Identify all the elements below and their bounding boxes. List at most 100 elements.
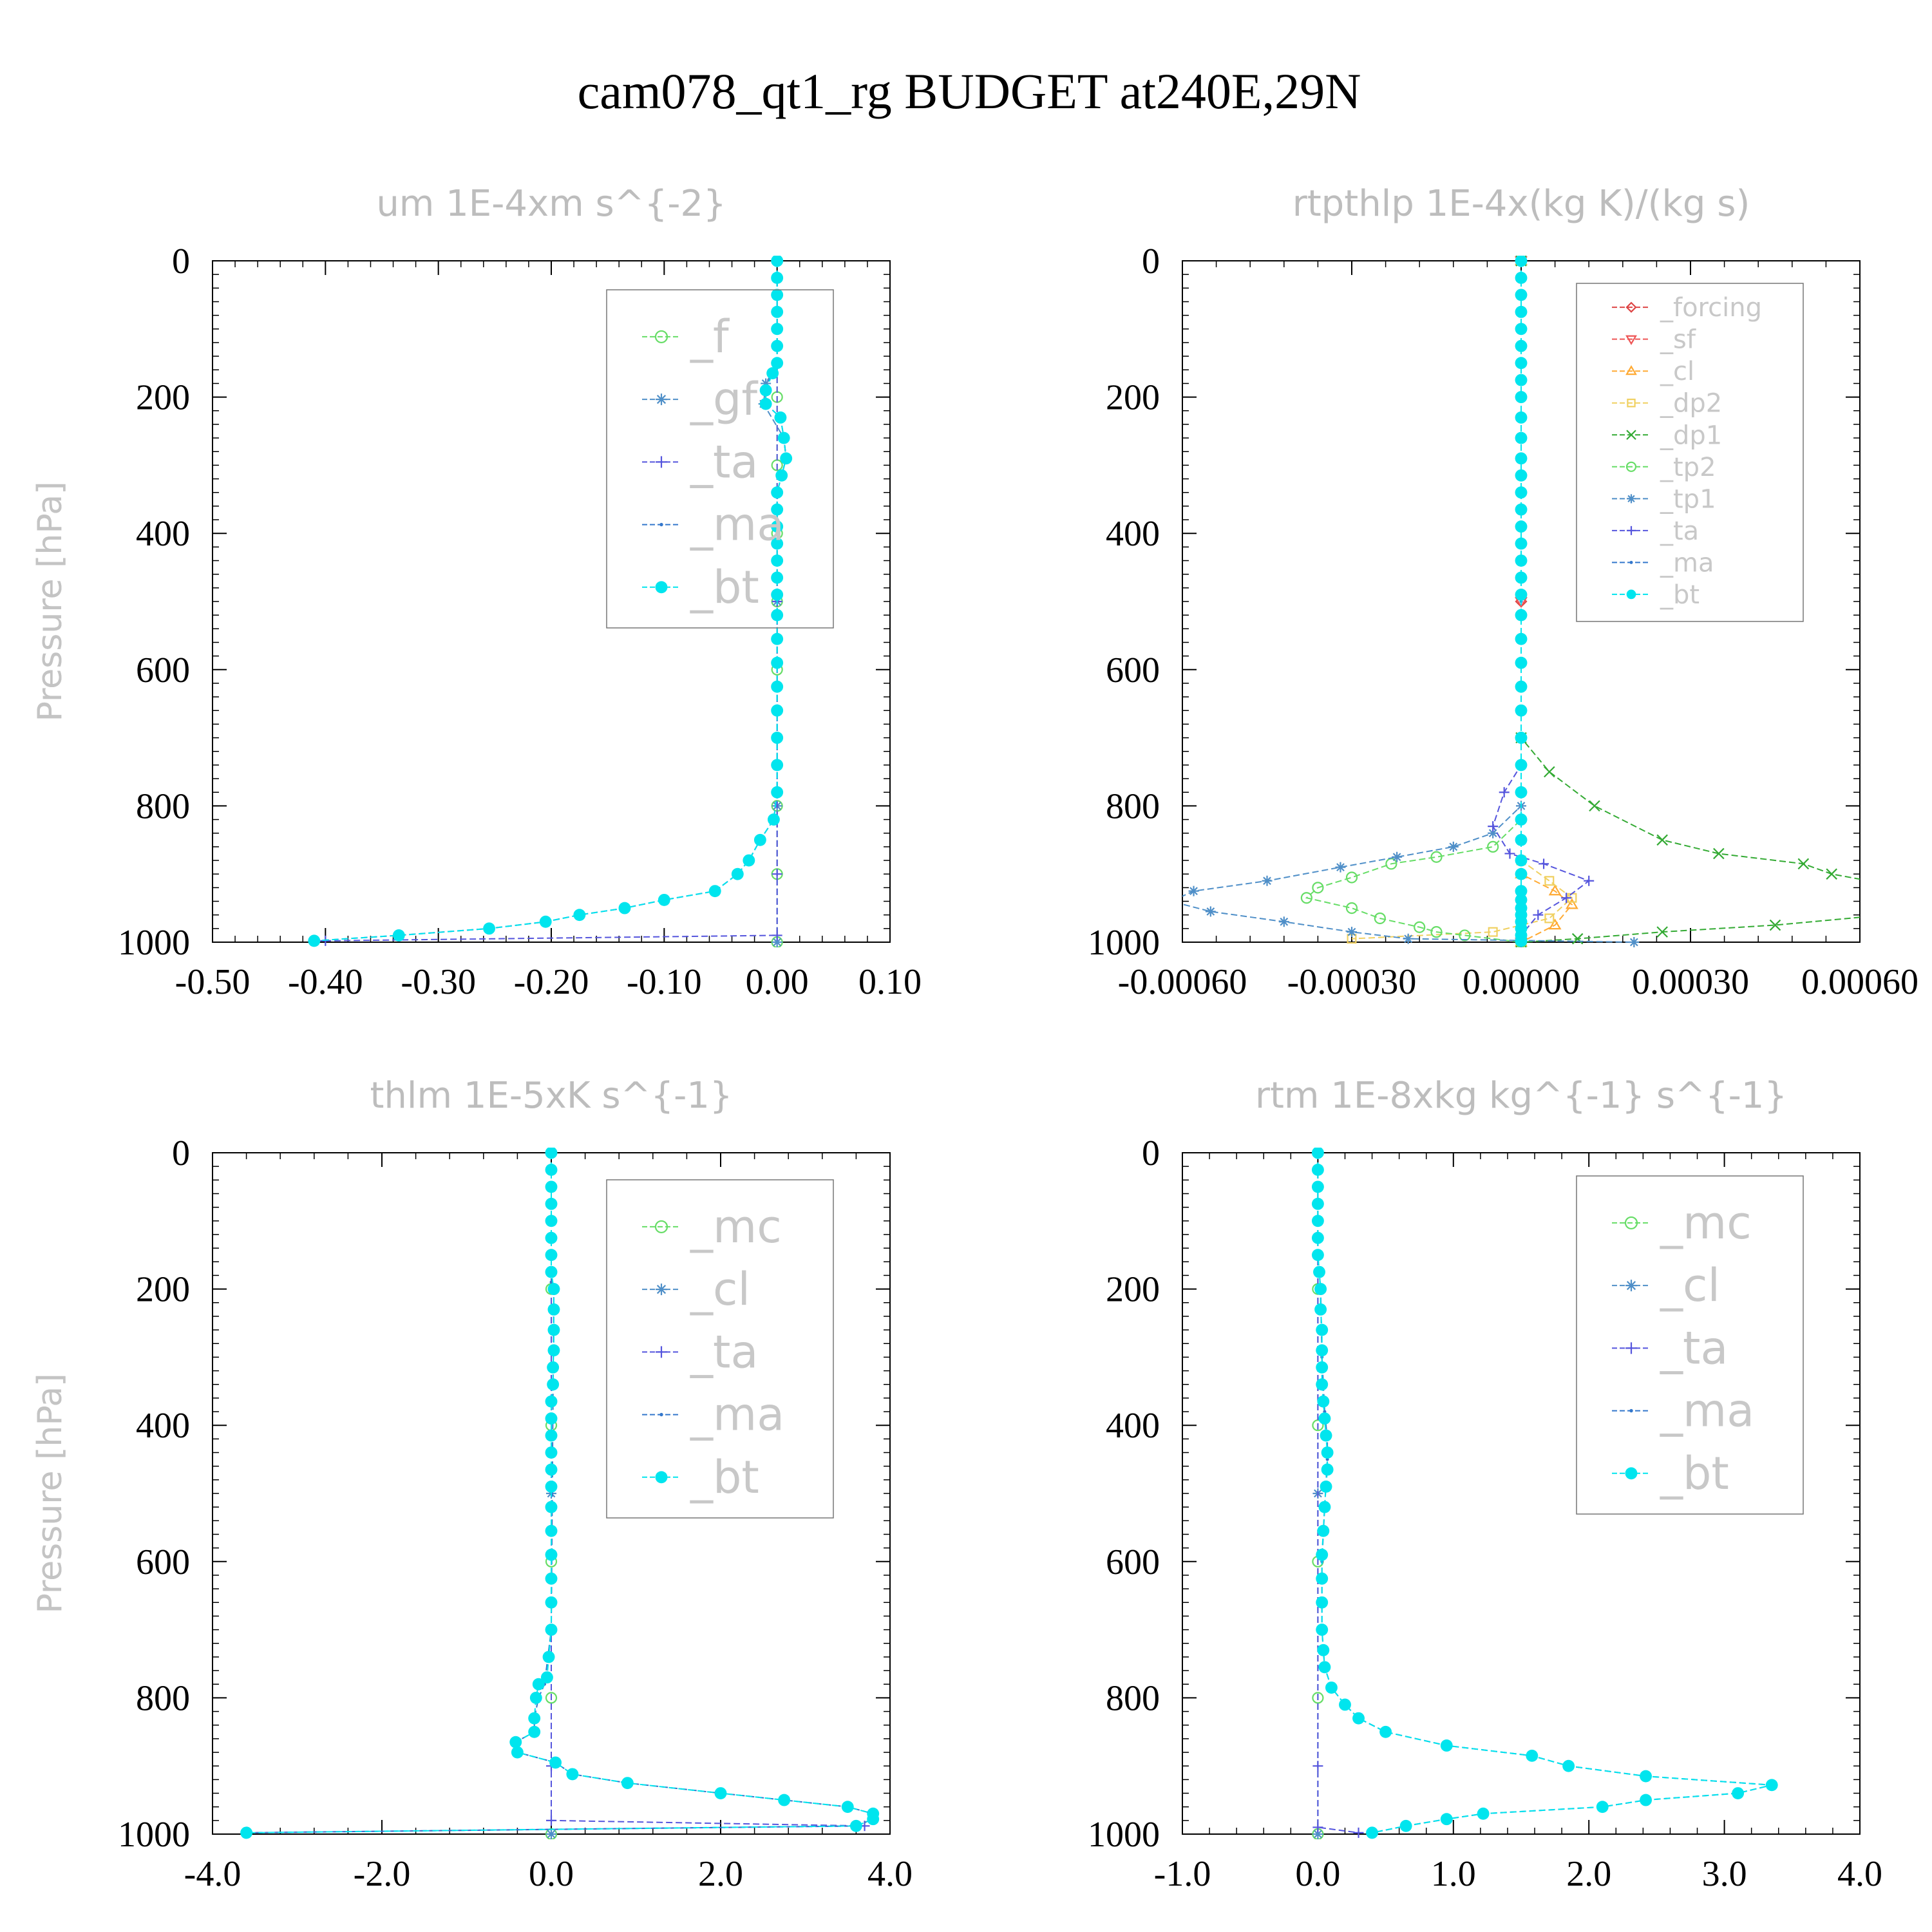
legend-marker [1625,1280,1637,1292]
data-point [772,937,782,947]
data-point [1515,391,1528,404]
data-point [771,305,784,318]
y-tick-label: 800 [1106,1678,1160,1718]
y-minor-ticks [213,1152,890,1835]
data-point [1515,357,1528,370]
y-tick-label: 600 [1106,650,1160,690]
data-point [1515,854,1528,867]
data-point [1188,886,1199,896]
data-point [1539,858,1549,869]
panels-container: um 1E-4xm s^{-2} Pressure [hPa] 0 200 400 600… [31,183,1918,1894]
data-point [1316,1378,1329,1391]
data-point [1596,1801,1609,1814]
data-point [658,893,670,906]
data-point [1316,1344,1329,1357]
x-tick-label: -0.20 [514,962,589,1002]
y-tick-label: 1000 [118,923,190,963]
data-point [545,1412,558,1425]
series-group [1182,256,1860,947]
data-point [1515,272,1528,284]
data-point [618,902,631,914]
legend-marker [1625,335,1637,345]
data-point [1515,520,1528,533]
data-point [320,935,331,946]
data-point [509,1736,522,1748]
x-tick-label: 0.0 [529,1854,574,1894]
series-bt [240,1148,880,1839]
legend-item-ta: _ta [1612,1321,1728,1374]
data-point [1544,766,1555,778]
data-point [545,1446,558,1459]
data-point [1765,1779,1778,1792]
data-point [621,1777,634,1790]
legend-label: _bt [690,561,759,614]
data-point [1311,1231,1324,1244]
y-tick-label: 400 [136,514,190,554]
data-point [1205,906,1216,917]
legend-label: _ma [1660,1385,1754,1437]
data-point [1325,1681,1338,1694]
legend-label: _tp2 [1660,453,1716,482]
legend-item-mc: _mc [642,1200,782,1253]
data-point [1499,787,1510,798]
data-point [547,1361,560,1374]
data-point [867,1813,880,1826]
legend-label: _bt [1660,1447,1729,1500]
data-point [1515,885,1528,898]
data-point [774,411,787,424]
legend-item-cl: _cl [1612,1259,1720,1312]
legend-marker [1625,1342,1637,1354]
legend-label: _ta [1660,516,1699,546]
legend-item-ma: _ma [642,498,784,551]
data-point [545,1429,558,1442]
data-point [1321,1463,1334,1476]
data-point [1515,571,1528,584]
figure-title: cam078_qt1_rg BUDGET at240E,29N [578,63,1361,119]
data-point [771,323,784,336]
data-point [1311,1148,1324,1159]
legend-label: _mc [690,1200,782,1253]
data-point [1366,1826,1379,1839]
data-point [1526,1749,1539,1762]
data-point [545,1395,558,1408]
legend-marker [1626,430,1636,440]
data-point [1515,867,1528,880]
data-point [1515,486,1528,499]
data-point [240,1826,253,1839]
x-minor-ticks [1215,261,1827,942]
legend-marker [1625,461,1637,472]
x-tick-label: 0.00060 [1801,962,1918,1002]
data-point [545,1148,558,1159]
data-point [771,503,784,516]
data-point [1515,323,1528,336]
data-point [767,813,780,826]
legend-item-gf: _gf [642,373,758,426]
data-point [545,1231,558,1244]
data-point [511,1746,524,1759]
data-point [1335,862,1346,873]
data-point [1339,1698,1351,1711]
legend-label: _cl [1660,1259,1720,1312]
data-point [841,1801,854,1814]
data-point [1515,680,1528,693]
data-point [1515,289,1528,301]
data-point [1313,1265,1325,1278]
y-tick-label: 600 [1106,1542,1160,1582]
series-line [1520,261,1860,943]
data-point [1656,926,1668,938]
legend-item-ta: _ta [642,435,758,488]
legend-marker [1626,589,1636,600]
x-tick-label: -0.10 [627,962,702,1002]
series-dp1 [1515,256,1860,947]
data-point [1345,902,1358,914]
data-point [308,934,321,947]
data-point [771,554,784,567]
legend-label: _bt [690,1451,759,1504]
data-point [1430,926,1443,938]
data-point [1515,656,1528,669]
data-point [573,909,586,922]
data-point [1352,1712,1365,1725]
series-line [246,1153,874,1833]
series-bt [308,256,793,947]
